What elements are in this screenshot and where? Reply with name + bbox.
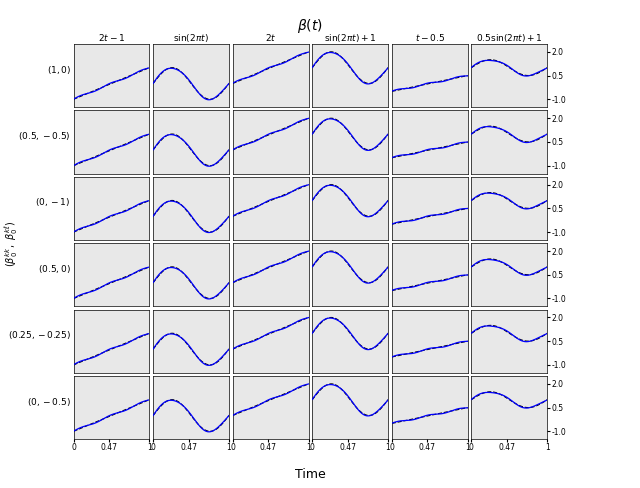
Text: Time: Time <box>295 468 326 481</box>
Title: $t-0.5$: $t-0.5$ <box>415 32 445 43</box>
Y-axis label: $(0.25,-0.25)$: $(0.25,-0.25)$ <box>8 329 71 341</box>
Title: $0.5\sin(2\pi t)+1$: $0.5\sin(2\pi t)+1$ <box>476 32 543 44</box>
Text: $(\beta_0^{kk},\ \beta_0^{k\ell})$: $(\beta_0^{kk},\ \beta_0^{k\ell})$ <box>3 221 20 267</box>
Y-axis label: $(1,0)$: $(1,0)$ <box>47 63 71 76</box>
Y-axis label: $(0.5,0)$: $(0.5,0)$ <box>38 263 71 275</box>
Title: $\sin(2\pi t)$: $\sin(2\pi t)$ <box>173 32 209 44</box>
Title: $2t$: $2t$ <box>265 32 276 43</box>
Y-axis label: $(0,-1)$: $(0,-1)$ <box>35 196 71 208</box>
Y-axis label: $(0.5,-0.5)$: $(0.5,-0.5)$ <box>19 130 71 142</box>
Title: $\sin(2\pi t)+1$: $\sin(2\pi t)+1$ <box>324 32 376 44</box>
Text: $\beta(t)$: $\beta(t)$ <box>298 17 323 35</box>
Y-axis label: $(0,-0.5)$: $(0,-0.5)$ <box>27 396 71 407</box>
Title: $2t-1$: $2t-1$ <box>98 32 125 43</box>
